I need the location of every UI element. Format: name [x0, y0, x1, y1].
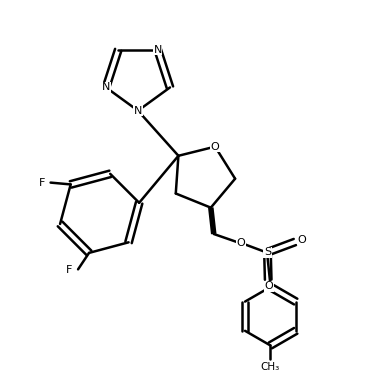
Text: O: O: [297, 235, 306, 245]
Text: O: O: [236, 238, 245, 248]
Text: O: O: [211, 142, 220, 152]
Text: F: F: [66, 265, 72, 275]
Text: F: F: [39, 178, 45, 188]
Text: CH₃: CH₃: [261, 362, 280, 372]
Text: N: N: [134, 106, 142, 116]
Text: S: S: [264, 247, 271, 257]
Text: N: N: [102, 82, 110, 92]
Text: N: N: [154, 45, 162, 55]
Text: O: O: [265, 281, 273, 291]
